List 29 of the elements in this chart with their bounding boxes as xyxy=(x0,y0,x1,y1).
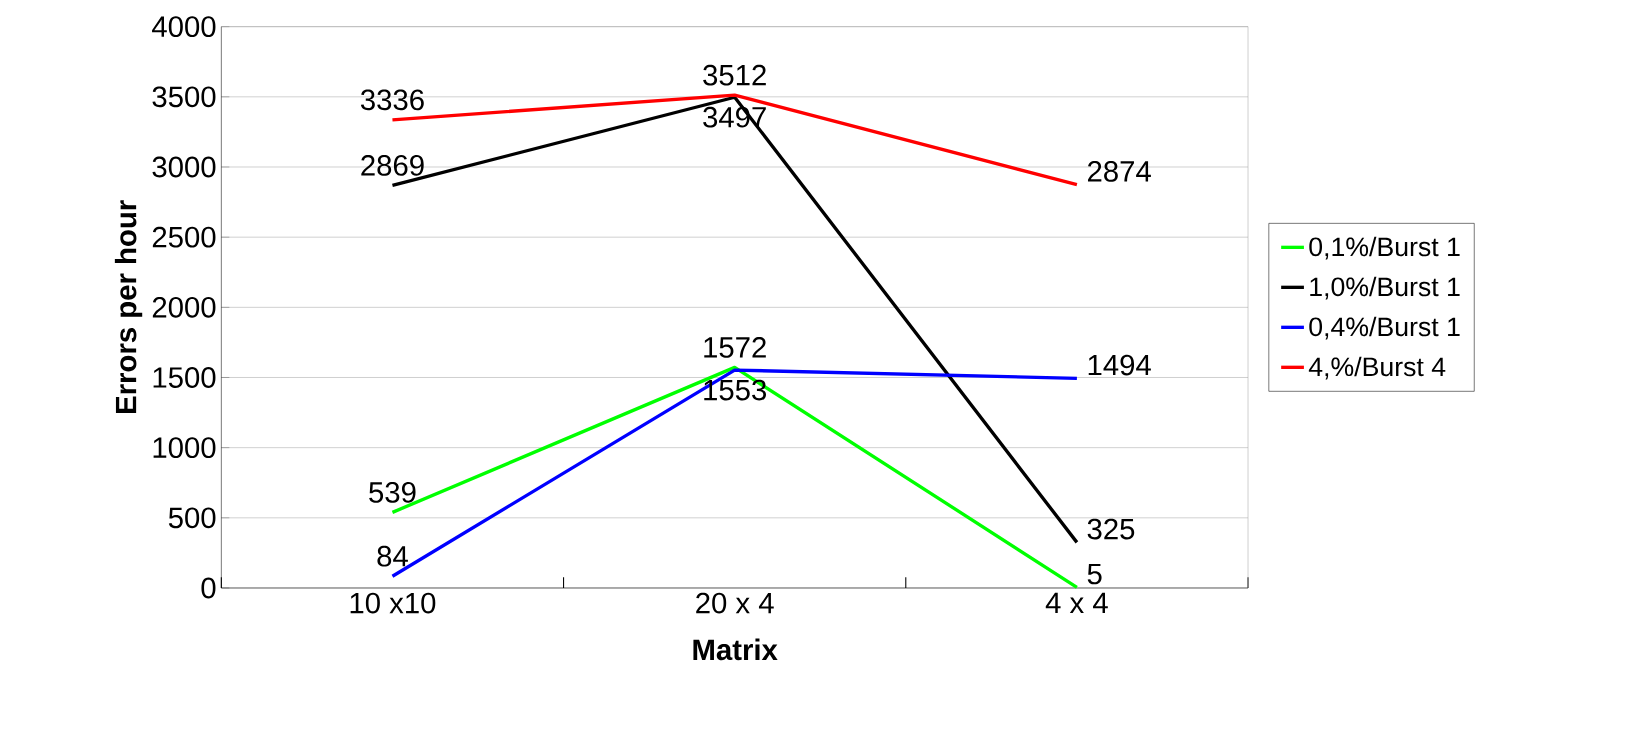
data-label: 5 xyxy=(1087,563,1102,585)
data-label: 3512 xyxy=(703,64,766,86)
x-tick-label: 10 x10 xyxy=(350,592,436,614)
data-label: 1553 xyxy=(704,379,767,401)
data-label: 2874 xyxy=(1087,160,1151,182)
y-axis-title: Errors per hour xyxy=(114,200,143,413)
data-label: 325 xyxy=(1087,518,1135,540)
y-tick-label: 4000 xyxy=(152,16,216,38)
y-tick-label: 1000 xyxy=(153,437,216,459)
legend-label: 4,%/Burst 4 xyxy=(1308,356,1446,380)
legend-label: 0,1%/Burst 1 xyxy=(1309,236,1460,260)
legend-label: 1,0%/Burst 1 xyxy=(1310,276,1460,300)
data-label: 539 xyxy=(369,481,416,503)
y-tick-label: 0 xyxy=(201,577,216,599)
x-axis-title: Matrix xyxy=(693,638,778,661)
y-tick-label: 1500 xyxy=(153,367,216,388)
y-tick-label: 500 xyxy=(168,507,216,529)
data-label: 2869 xyxy=(361,155,424,176)
x-tick-label: 20 x 4 xyxy=(696,592,774,614)
data-label: 1572 xyxy=(704,337,766,358)
x-tick-label: 4 x 4 xyxy=(1045,592,1108,613)
y-tick-label: 2000 xyxy=(152,296,216,318)
y-tick-label: 3500 xyxy=(152,86,216,108)
y-tick-label: 2500 xyxy=(152,226,216,248)
y-tick-label: 3000 xyxy=(152,156,216,178)
data-label: 84 xyxy=(377,545,408,567)
data-label: 1494 xyxy=(1088,354,1151,376)
data-label: 3336 xyxy=(360,89,424,111)
legend-label: 0,4%/Burst 1 xyxy=(1309,316,1460,340)
